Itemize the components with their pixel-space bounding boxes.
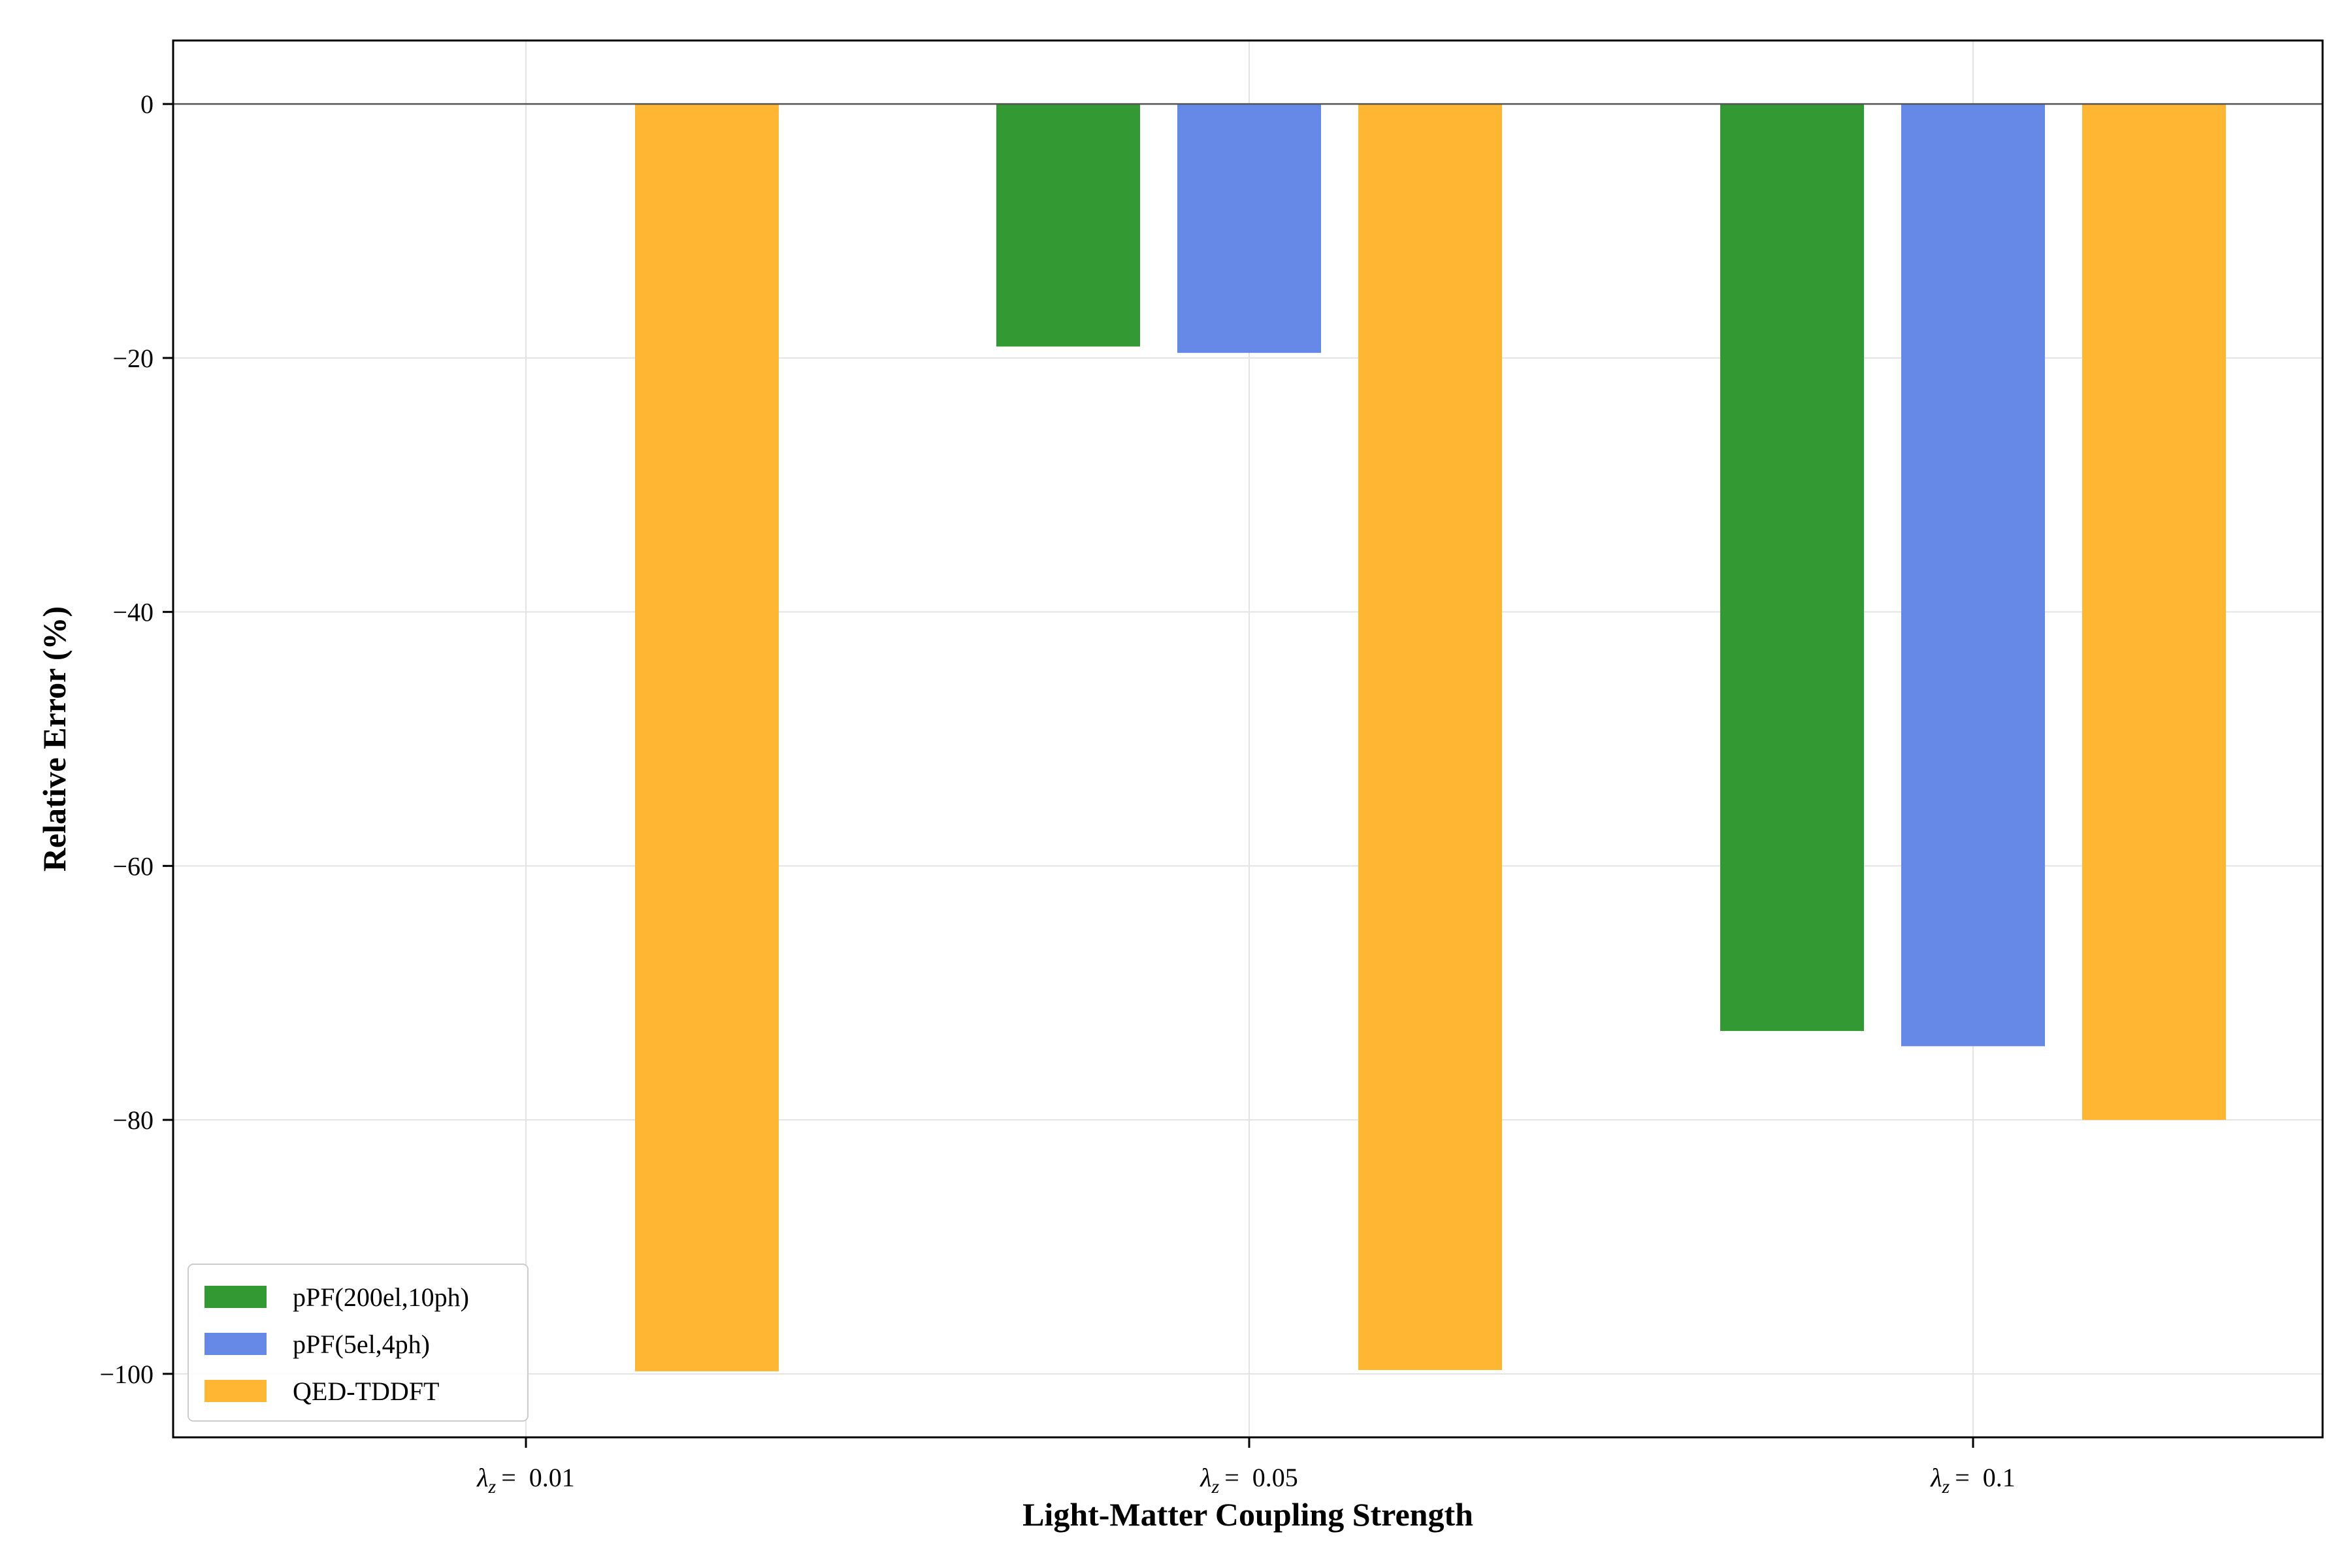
legend-box xyxy=(188,1264,529,1422)
legend-label: pPF(200el,10ph) xyxy=(293,1282,469,1312)
bar xyxy=(1177,104,1321,353)
x-tick-label: λz = 0.01 xyxy=(476,1463,575,1497)
y-tick-label: −100 xyxy=(99,1360,154,1389)
x-axis-ticks: λz = 0.01 λz = 0.05 λz = 0.1 xyxy=(476,1437,2016,1497)
y-tick-label: −20 xyxy=(112,344,154,373)
bar xyxy=(2082,104,2226,1120)
y-tick-label: −80 xyxy=(112,1105,154,1135)
legend-swatch xyxy=(204,1380,267,1402)
bar xyxy=(996,104,1140,347)
legend: pPF(200el,10ph) pPF(5el,4ph) QED-TDDFT xyxy=(188,1264,529,1422)
legend-label: pPF(5el,4ph) xyxy=(293,1330,430,1359)
y-tick-label: 0 xyxy=(140,90,154,119)
bar xyxy=(1358,104,1502,1370)
x-axis-title: Light-Matter Coupling Strength xyxy=(1022,1496,1473,1533)
legend-swatch xyxy=(204,1286,267,1308)
y-axis-title: Relative Error (%) xyxy=(36,606,73,872)
x-tick-label: λz = 0.1 xyxy=(1930,1463,2016,1497)
bar xyxy=(635,104,779,1371)
plot-frame xyxy=(172,39,2324,1439)
y-axis-ticks: 0 −20 −40 −60 −80 −100 xyxy=(99,90,173,1389)
legend-swatch xyxy=(204,1333,267,1355)
bar xyxy=(1901,104,2045,1047)
legend-label: QED-TDDFT xyxy=(293,1377,439,1406)
bar xyxy=(1720,104,1864,1032)
x-tick-label: λz = 0.05 xyxy=(1200,1463,1298,1497)
y-tick-label: −60 xyxy=(112,851,154,881)
bars xyxy=(635,104,2226,1371)
y-tick-label: −40 xyxy=(112,598,154,627)
